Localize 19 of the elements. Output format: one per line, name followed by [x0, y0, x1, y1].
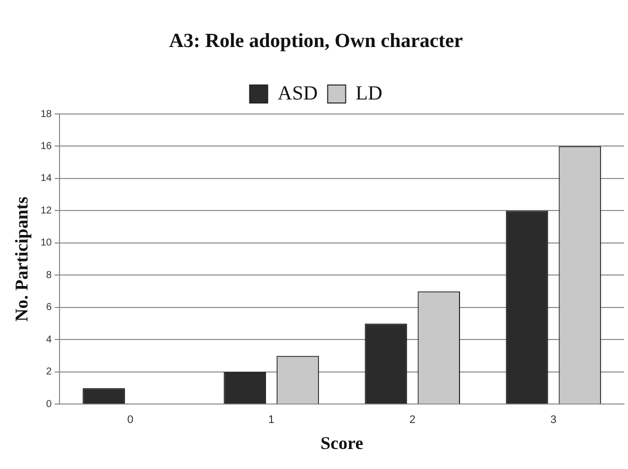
x-tick-label: 2 [409, 414, 416, 426]
x-axis-title: Score [320, 432, 364, 453]
y-tick-label: 18 [40, 108, 52, 120]
y-tick-label: 4 [46, 334, 52, 346]
y-tick-label: 8 [46, 270, 52, 281]
legend-label: LD [356, 82, 382, 104]
y-axis-title: No. Participants [11, 196, 32, 322]
legend-label: ASD [278, 82, 318, 104]
x-tick-label: 0 [127, 414, 134, 426]
y-tick-label: 2 [46, 366, 52, 378]
chart-title: A3: Role adoption, Own character [169, 30, 464, 52]
y-tick-label: 12 [40, 205, 52, 216]
y-tick-label: 6 [46, 302, 52, 314]
y-tick-label: 16 [40, 140, 52, 152]
x-tick-label: 3 [550, 414, 557, 426]
y-tick-label: 14 [40, 173, 52, 184]
y-tick-label: 0 [46, 398, 52, 410]
y-tick-label: 10 [40, 238, 52, 249]
x-tick-label: 1 [268, 414, 274, 426]
